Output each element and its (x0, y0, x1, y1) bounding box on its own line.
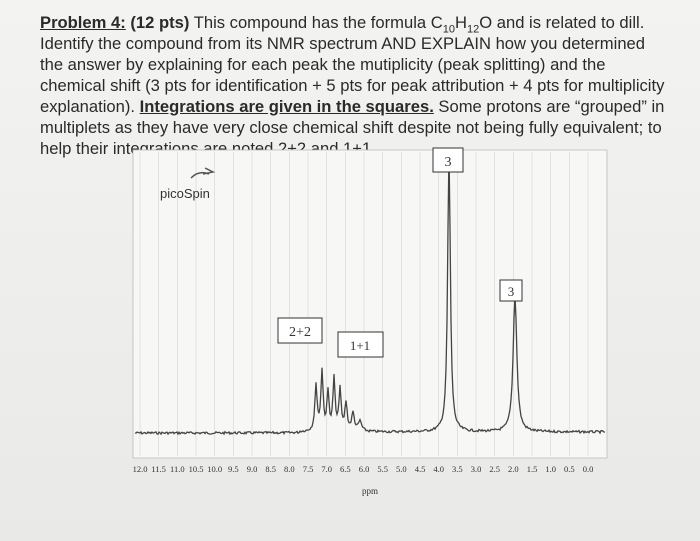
x-tick-label: 0.0 (583, 464, 594, 474)
integration: 3 (508, 284, 515, 299)
x-tick-label: 12.0 (133, 464, 148, 474)
integration-box (499, 279, 523, 302)
x-tick-label: 2.0 (508, 464, 519, 474)
x-tick-label: 11.5 (151, 464, 166, 474)
logo-arrow (190, 167, 216, 179)
x-tick-label: 10.0 (207, 464, 222, 474)
x-tick-label: 7.5 (303, 464, 314, 474)
integration-box (337, 331, 384, 358)
emphasis: Integrations are given in the squares. (139, 97, 434, 116)
x-tick-label: 1.0 (545, 464, 556, 474)
x-tick-label: 4.0 (433, 464, 444, 474)
grid (139, 152, 589, 456)
integration: 1+1 (350, 338, 370, 353)
subscript: 12 (466, 23, 480, 36)
x-tick-label: 5.5 (377, 464, 388, 474)
integration-box (277, 317, 323, 344)
x-tick-label: 9.0 (247, 464, 258, 474)
x-tick-label: 4.5 (415, 464, 426, 474)
problem-points: (12 pts) (125, 13, 190, 32)
axis-label: ppm (362, 486, 378, 496)
x-tick-label: 5.0 (396, 464, 407, 474)
subscript: 10 (442, 23, 455, 36)
x-tick-label: 8.0 (284, 464, 295, 474)
x-tick-label: 3.5 (452, 464, 463, 474)
x-tick-label: 11.0 (170, 464, 185, 474)
x-tick-label: 8.5 (265, 464, 276, 474)
text: O and is related to dill. Identify the c… (40, 13, 665, 116)
x-tick-label: 1.5 (527, 464, 538, 474)
x-tick-label: 2.5 (489, 464, 500, 474)
integration-box (432, 147, 464, 173)
x-tick-label: 6.0 (359, 464, 370, 474)
text: Some protons are “grouped” in multiplets… (40, 97, 665, 158)
integration: 3 (445, 155, 452, 170)
x-tick-label: 6.5 (340, 464, 351, 474)
integration: 2+2 (289, 325, 311, 340)
brand: picoSpin (160, 186, 210, 201)
spectrum-trace (134, 149, 606, 436)
problem-statement: Problem 4: (12 pts) This compound has th… (40, 12, 672, 159)
x-tick-label: 3.0 (471, 464, 482, 474)
x-tick-label: 9.5 (228, 464, 239, 474)
x-tick-label: 7.0 (321, 464, 332, 474)
x-tick-label: 10.5 (189, 464, 204, 474)
text: This compound has the formula C (189, 13, 443, 32)
x-tick-label: 0.5 (564, 464, 575, 474)
problem-label: Problem 4: (40, 13, 126, 32)
plot-frame (132, 149, 608, 459)
text: H (454, 13, 467, 32)
